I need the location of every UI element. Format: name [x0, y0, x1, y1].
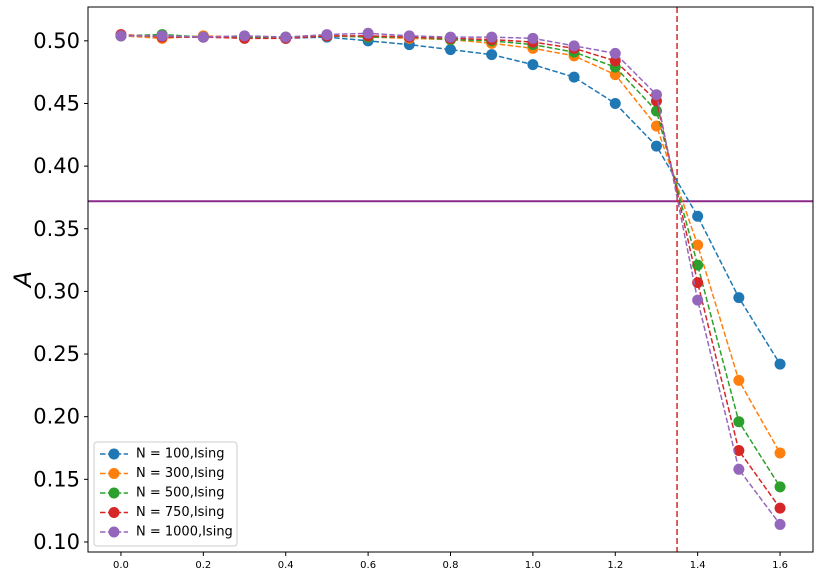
- reference-lines: [88, 7, 813, 552]
- data-point: [733, 416, 745, 428]
- data-point: [692, 277, 704, 289]
- y-tick-label: 0.35: [33, 217, 80, 241]
- data-point: [609, 69, 621, 81]
- data-point: [774, 481, 786, 493]
- y-axis: 0.10 0.15 0.20 0.25 0.30 0.35 0.40 0.45 0.50: [33, 29, 88, 554]
- data-point: [733, 463, 745, 475]
- data-point: [733, 292, 745, 304]
- data-point: [774, 502, 786, 514]
- y-axis-label: A: [9, 271, 37, 289]
- legend-marker: [108, 468, 120, 479]
- data-point: [197, 31, 209, 43]
- legend-box: [93, 441, 238, 547]
- data-point: [609, 97, 621, 109]
- data-point: [527, 32, 539, 44]
- data-point: [609, 55, 621, 67]
- data-point: [486, 49, 498, 61]
- data-point: [733, 374, 745, 386]
- y-tick-label: 0.10: [33, 530, 80, 554]
- x-axis: 0.0 0.2 0.4 0.6 0.8 1.0 1.2 1.4 1.6: [113, 552, 788, 571]
- data-point: [239, 30, 251, 42]
- legend-entry: N = 1000,Ising: [100, 525, 233, 540]
- data-point: [650, 89, 662, 101]
- data-point: [692, 210, 704, 222]
- x-tick-label: 0.0: [113, 560, 129, 571]
- y-tick-label: 0.25: [33, 342, 80, 366]
- data-point: [568, 71, 580, 83]
- data-point: [774, 518, 786, 530]
- data-point: [362, 27, 374, 39]
- y-tick-label: 0.15: [33, 467, 80, 491]
- y-tick-label: 0.50: [33, 29, 80, 53]
- legend-marker: [108, 526, 120, 538]
- legend-entry: N = 300,Ising: [100, 466, 225, 481]
- data-point: [445, 44, 456, 56]
- data-point: [403, 30, 415, 42]
- data-point: [445, 31, 456, 43]
- data-point: [321, 29, 333, 41]
- data-point: [527, 59, 539, 71]
- data-point: [774, 447, 786, 459]
- y-tick-label: 0.40: [33, 154, 80, 178]
- data-point: [115, 30, 127, 42]
- y-tick-label: 0.30: [33, 279, 80, 303]
- legend-label: N = 500,Ising: [136, 486, 225, 501]
- y-tick-label: 0.20: [33, 405, 80, 429]
- series-line: [120, 33, 781, 509]
- x-tick-label: 0.8: [443, 560, 459, 571]
- legend: N = 100,Ising N = 300,Ising N = 500,Ising N…: [93, 441, 238, 547]
- data-point: [774, 358, 786, 370]
- legend-entry: N = 100,Ising: [100, 447, 225, 462]
- legend-marker: [108, 507, 120, 518]
- series-layer: [115, 27, 786, 530]
- legend-entry: N = 750,Ising: [100, 505, 225, 520]
- data-point: [650, 105, 662, 117]
- legend-entry: N = 500,Ising: [100, 486, 225, 501]
- x-tick-label: 1.0: [525, 560, 541, 571]
- x-tick-label: 0.4: [278, 560, 294, 571]
- x-tick-label: 0.6: [360, 560, 376, 571]
- plot-frame: [87, 6, 814, 553]
- data-point: [692, 294, 704, 306]
- legend-marker: [108, 487, 120, 499]
- data-point: [692, 239, 704, 251]
- data-point: [650, 140, 662, 152]
- data-point: [486, 31, 498, 43]
- legend-label: N = 750,Ising: [136, 505, 225, 520]
- x-tick-label: 1.2: [607, 560, 623, 571]
- data-point: [733, 445, 745, 457]
- data-point: [609, 47, 621, 59]
- series-4: [115, 27, 786, 530]
- legend-label: N = 1000,Ising: [136, 525, 233, 540]
- legend-label: N = 100,Ising: [136, 447, 225, 462]
- series-line: [120, 32, 781, 525]
- x-tick-label: 1.4: [690, 560, 706, 571]
- legend-label: N = 300,Ising: [136, 466, 225, 481]
- x-tick-label: 0.2: [195, 560, 211, 571]
- data-point: [568, 40, 580, 52]
- y-tick-label: 0.45: [33, 91, 80, 115]
- data-point: [156, 30, 168, 42]
- data-point: [280, 31, 292, 43]
- x-tick-label: 1.6: [772, 560, 788, 571]
- data-point: [692, 259, 704, 271]
- legend-marker: [108, 448, 120, 460]
